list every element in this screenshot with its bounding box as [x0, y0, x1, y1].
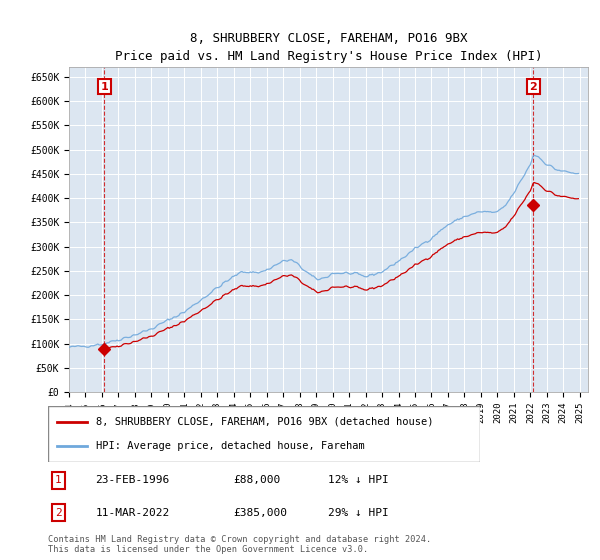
Text: 12% ↓ HPI: 12% ↓ HPI — [328, 475, 389, 486]
Text: £385,000: £385,000 — [233, 508, 287, 518]
Text: 1: 1 — [100, 82, 108, 92]
Text: 23-FEB-1996: 23-FEB-1996 — [95, 475, 170, 486]
Text: 2: 2 — [530, 82, 538, 92]
Text: 11-MAR-2022: 11-MAR-2022 — [95, 508, 170, 518]
FancyBboxPatch shape — [48, 406, 480, 462]
Title: 8, SHRUBBERY CLOSE, FAREHAM, PO16 9BX
Price paid vs. HM Land Registry's House Pr: 8, SHRUBBERY CLOSE, FAREHAM, PO16 9BX Pr… — [115, 32, 542, 63]
Text: Contains HM Land Registry data © Crown copyright and database right 2024.
This d: Contains HM Land Registry data © Crown c… — [48, 535, 431, 554]
Text: £88,000: £88,000 — [233, 475, 280, 486]
Text: 2: 2 — [55, 508, 62, 518]
Text: HPI: Average price, detached house, Fareham: HPI: Average price, detached house, Fare… — [95, 441, 364, 451]
Text: 8, SHRUBBERY CLOSE, FAREHAM, PO16 9BX (detached house): 8, SHRUBBERY CLOSE, FAREHAM, PO16 9BX (d… — [95, 417, 433, 427]
Text: 29% ↓ HPI: 29% ↓ HPI — [328, 508, 389, 518]
Text: 1: 1 — [55, 475, 62, 486]
